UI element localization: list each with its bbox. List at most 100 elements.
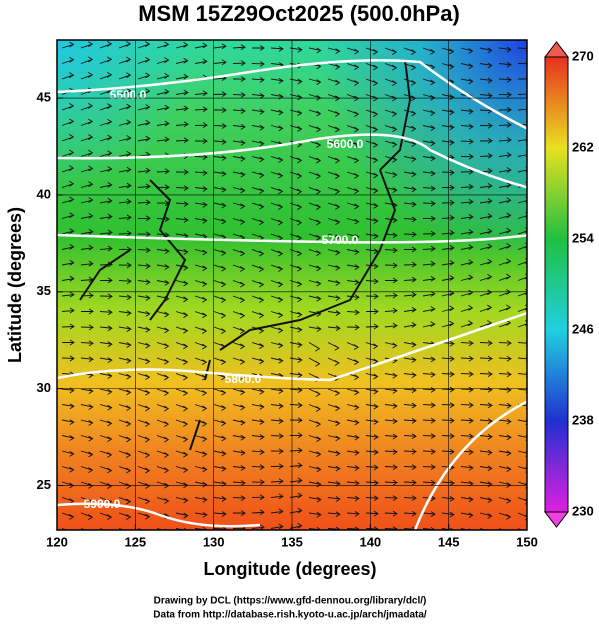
wind-arrow: [517, 60, 527, 67]
wind-arrow: [460, 259, 474, 266]
wind-arrow: [346, 202, 360, 210]
wind-arrow: [308, 496, 322, 503]
wind-arrow: [422, 448, 436, 455]
wind-arrow: [517, 166, 527, 173]
wind-arrow: [346, 264, 360, 271]
wind-arrow: [232, 249, 246, 257]
wind-arrow: [213, 107, 227, 113]
wind-arrow: [270, 187, 284, 195]
wind-arrow: [441, 402, 455, 408]
wind-arrow: [270, 493, 284, 500]
wind-arrow: [118, 166, 132, 173]
wind-arrow: [441, 199, 455, 206]
wind-arrow: [384, 526, 398, 530]
wind-arrow: [479, 274, 493, 281]
wind-arrow: [517, 340, 527, 347]
wind-arrow: [460, 274, 474, 281]
wind-arrow: [99, 118, 113, 126]
wind-arrow: [137, 41, 151, 49]
wind-arrow: [61, 355, 75, 362]
wind-arrow: [232, 434, 246, 441]
wind-arrow: [80, 103, 94, 111]
wind-arrow: [422, 479, 436, 486]
wind-arrow: [61, 339, 75, 346]
wind-arrow: [251, 509, 265, 516]
wind-arrow: [232, 139, 246, 146]
wind-arrow: [270, 326, 284, 334]
wind-arrow: [327, 419, 341, 427]
wind-arrow: [498, 91, 512, 98]
wind-arrow: [137, 528, 148, 530]
wind-arrow: [498, 481, 512, 488]
wind-arrow: [61, 149, 75, 157]
wind-arrow: [213, 264, 227, 272]
wind-arrow: [441, 214, 455, 221]
y-tick-label: 45: [37, 90, 51, 105]
wind-arrow: [118, 72, 132, 80]
wind-arrow: [175, 280, 189, 287]
wind-arrow: [498, 355, 512, 362]
wind-arrow: [441, 260, 455, 266]
wind-arrow: [479, 304, 493, 312]
wind-arrow: [61, 72, 75, 80]
wind-arrow: [156, 136, 170, 143]
wind-arrow: [308, 233, 322, 241]
wind-arrow: [251, 156, 265, 163]
wind-arrow: [80, 404, 94, 410]
wind-arrow: [80, 134, 94, 142]
wind-arrow: [270, 342, 284, 349]
wind-arrow: [156, 404, 170, 412]
wind-arrow: [384, 433, 398, 440]
wind-arrow: [213, 465, 227, 472]
wind-arrow: [422, 185, 436, 192]
wind-arrow: [422, 291, 436, 297]
wind-arrow: [194, 264, 208, 272]
wind-arrow: [61, 435, 75, 441]
wind-arrow: [270, 433, 284, 440]
wind-arrow: [346, 357, 360, 366]
wind-arrow: [175, 73, 189, 80]
wind-arrow: [137, 373, 151, 380]
wind-arrow: [441, 386, 455, 393]
wind-arrow: [232, 357, 246, 365]
wind-arrow: [61, 291, 75, 298]
wind-arrow: [384, 292, 398, 299]
wind-arrow: [403, 433, 417, 440]
wind-arrow: [327, 249, 341, 256]
wind-arrow: [175, 450, 189, 458]
wind-arrow: [137, 295, 151, 301]
wind-arrow: [194, 357, 208, 365]
wind-arrow: [384, 63, 398, 71]
wind-arrow: [441, 184, 455, 191]
wind-arrow: [346, 171, 360, 179]
wind-arrow: [251, 419, 265, 425]
wind-arrow: [403, 156, 417, 162]
wind-arrow: [460, 244, 474, 250]
wind-arrow: [422, 275, 436, 282]
wind-arrow: [270, 448, 284, 455]
wind-arrow: [232, 388, 246, 396]
wind-arrow: [441, 480, 455, 486]
wind-arrow: [498, 434, 512, 441]
wind-arrow: [403, 186, 417, 193]
colorbar-tick-label: 262: [572, 139, 594, 154]
wind-arrow: [422, 260, 436, 267]
wind-arrow: [479, 497, 493, 504]
wind-arrow: [232, 465, 246, 471]
wind-arrow: [403, 47, 417, 55]
wind-arrow: [403, 464, 417, 470]
wind-arrow: [175, 388, 189, 396]
wind-arrow: [175, 248, 189, 255]
wind-arrow: [194, 481, 208, 488]
wind-arrow: [327, 342, 340, 351]
wind-arrow: [251, 388, 265, 395]
wind-arrow: [61, 134, 75, 142]
wind-arrow: [61, 118, 75, 126]
wind-arrow: [61, 180, 75, 188]
wind-arrow: [137, 135, 151, 142]
wind-arrow: [308, 109, 322, 117]
wind-arrow: [479, 77, 493, 84]
wind-arrow: [403, 246, 417, 253]
wind-arrow: [498, 212, 512, 219]
wind-arrow: [498, 167, 512, 173]
